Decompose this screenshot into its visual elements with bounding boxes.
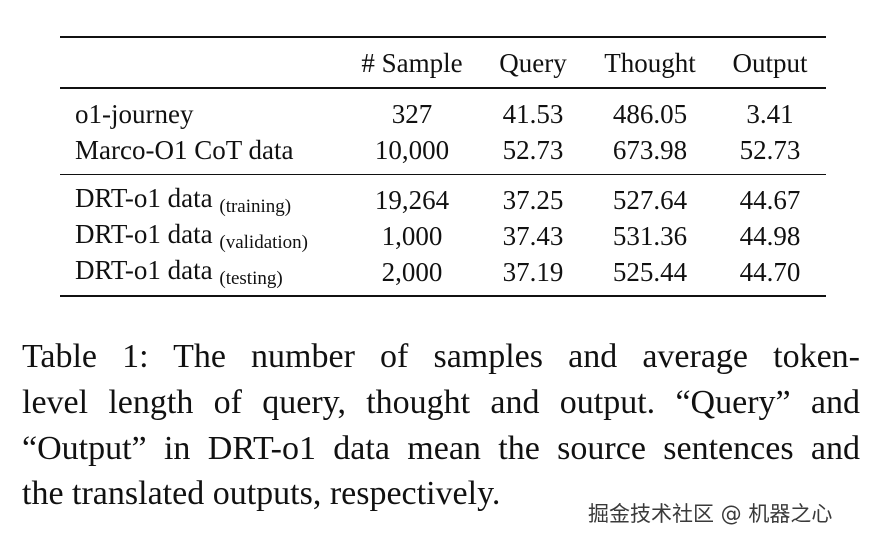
column-header: Output (732, 48, 808, 78)
cell-value: 525.44 (612, 257, 688, 287)
row-subscript: (testing) (219, 268, 283, 289)
cell-value: 19,264 (374, 185, 450, 215)
cell-value: 44.67 (739, 185, 801, 215)
cell-value: 531.36 (612, 221, 688, 251)
cell-value: 37.19 (502, 257, 564, 287)
cell-value: 673.98 (612, 135, 688, 165)
cell-value: 1,000 (381, 221, 443, 251)
cell-value: 527.64 (612, 185, 688, 215)
row-label: DRT-o1 data (training) (75, 182, 291, 218)
group-rule (60, 174, 826, 175)
row-name: DRT-o1 data (75, 255, 213, 285)
row-name: DRT-o1 data (75, 219, 213, 249)
column-header: Thought (604, 48, 696, 78)
column-header: # Sample (361, 48, 463, 78)
cell-value: 52.73 (502, 135, 564, 165)
row-label: DRT-o1 data (testing) (75, 254, 283, 290)
caption-line: the translated outputs, respectively. (22, 475, 501, 512)
row-label: DRT-o1 data (validation) (75, 218, 308, 254)
column-header: Query (499, 48, 567, 78)
watermark: 掘金技术社区 @ 机器之心 (588, 502, 833, 526)
cell-value: 2,000 (381, 257, 443, 287)
cell-value: 44.98 (739, 221, 801, 251)
row-label: o1-journey (75, 98, 193, 130)
cell-value: 52.73 (739, 135, 801, 165)
cell-value: 327 (391, 99, 433, 129)
cell-value: 10,000 (374, 135, 450, 165)
top-rule (60, 36, 826, 38)
row-subscript: (validation) (219, 232, 309, 253)
row-label: Marco-O1 CoT data (75, 134, 293, 166)
row-subscript: (training) (219, 196, 292, 217)
cell-value: 3.41 (746, 99, 794, 129)
row-name: DRT-o1 data (75, 183, 213, 213)
cell-value: 486.05 (612, 99, 688, 129)
caption-line: “Output” in DRT-o1 data mean the source … (22, 430, 860, 467)
cell-value: 37.43 (502, 221, 564, 251)
cell-value: 41.53 (502, 99, 564, 129)
row-name: Marco-O1 CoT data (75, 135, 294, 165)
cell-value: 37.25 (502, 185, 564, 215)
row-name: o1-journey (75, 99, 194, 129)
bottom-rule (60, 295, 826, 297)
caption-line: Table 1: The number of samples and avera… (22, 338, 860, 375)
cell-value: 44.70 (739, 257, 801, 287)
caption-line: level length of query, thought and outpu… (22, 384, 860, 421)
header-rule (60, 87, 826, 89)
